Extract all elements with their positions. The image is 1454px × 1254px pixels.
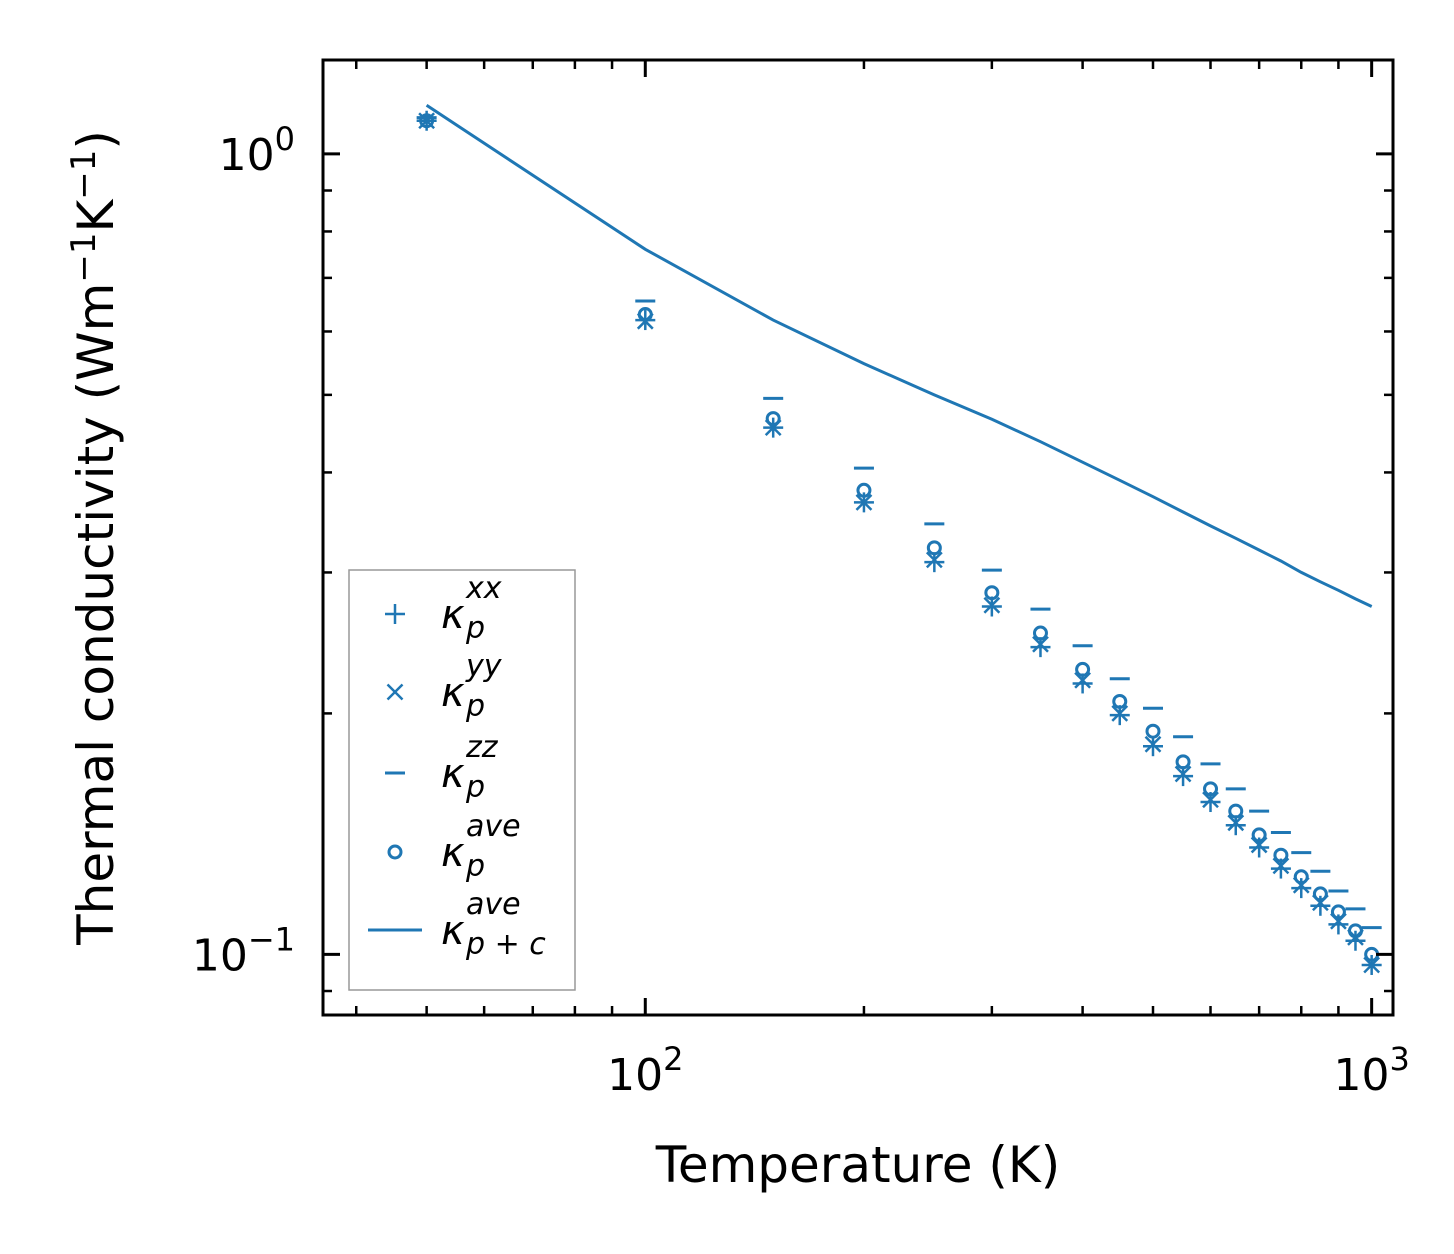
y-axis-title: Thermal conductivity (Wm−1K−1): [64, 130, 125, 946]
data-point-kyy: [1202, 791, 1219, 809]
legend-label-kpc: κp + cave: [441, 887, 546, 962]
data-point-kave: [1075, 661, 1091, 677]
data-point-kyy: [1272, 857, 1290, 875]
y-tick-label: 10−1: [192, 920, 295, 981]
data-point-kave: [1273, 847, 1289, 863]
data-point-kyy: [1174, 765, 1192, 783]
data-point-kave: [1293, 869, 1309, 885]
data-point-kave: [1032, 625, 1048, 641]
legend-item-kzz: κpzz: [385, 730, 499, 805]
y-axis-title-end: ): [67, 130, 125, 150]
data-point-kyy: [1144, 735, 1162, 753]
x-tick-label: 103: [1333, 1040, 1409, 1101]
y-axis-title-main: Thermal conductivity (Wm: [67, 283, 125, 946]
data-point-kave: [419, 113, 435, 129]
minor-ticks: [323, 60, 1393, 1015]
data-point-kave: [1347, 923, 1363, 939]
data-point-kyy: [925, 551, 943, 569]
legend-box: [348, 569, 576, 991]
major-ticks: 102 103 100 10−1: [192, 60, 1410, 1101]
legend-swatch: [387, 844, 403, 860]
data-point-kyy: [855, 493, 873, 511]
legend-label-kyy: κpyy: [441, 649, 503, 724]
data-point-kave: [1112, 693, 1128, 709]
data-point-kave: [1203, 781, 1219, 797]
data-point-kave: [984, 585, 1000, 601]
legend-item-kpc: κp + cave: [368, 887, 546, 962]
data-point-kxx: [1345, 930, 1366, 951]
data-point-kave: [1251, 827, 1267, 843]
data-point-kyy: [1074, 671, 1091, 689]
data-point-kyy: [1227, 814, 1245, 832]
legend-item-kyy: κpyy: [386, 649, 503, 724]
legend-label-kave: κpave: [441, 809, 521, 884]
data-point-kyy: [983, 596, 1001, 614]
legend-item-kxx: κpxx: [385, 571, 502, 646]
data-point-kxx: [1291, 878, 1312, 899]
series-line-kpc: [425, 104, 1373, 608]
y-axis-title-sup2: −1: [64, 150, 104, 200]
series-kave: [419, 113, 1380, 962]
data-point-kyy: [1111, 705, 1129, 722]
data-point-kave: [926, 540, 942, 556]
plot-marks: [416, 104, 1382, 975]
series-kpc: [425, 104, 1373, 608]
data-point-kxx: [1142, 736, 1163, 757]
data-point-kave: [856, 482, 872, 498]
series-kzz: [416, 116, 1382, 930]
legend-swatch: [385, 604, 405, 624]
plot-frame: [321, 58, 1395, 1017]
data-point-kxx: [924, 552, 945, 573]
legend-label-kzz: κpzz: [441, 730, 499, 805]
data-point-kave: [1312, 886, 1328, 902]
data-point-kave: [1228, 803, 1244, 819]
data-point-kave: [1330, 904, 1346, 920]
x-tick-label: 102: [607, 1040, 683, 1101]
data-point-kxx: [1173, 766, 1194, 787]
y-axis-title-mid: K: [67, 199, 125, 233]
data-point-kave: [637, 307, 653, 323]
data-point-kave: [765, 411, 781, 427]
data-point-kyy: [1032, 635, 1049, 653]
legend-item-kave: κpave: [387, 809, 521, 884]
y-axis-title-sup1: −1: [64, 233, 104, 283]
data-point-kave: [1145, 723, 1161, 739]
data-point-kave: [1175, 754, 1191, 770]
legend-swatch: [386, 683, 404, 701]
legend-label-kxx: κpxx: [441, 571, 502, 646]
x-axis-title: Temperature (K): [655, 1136, 1060, 1194]
y-tick-label: 100: [219, 120, 295, 181]
